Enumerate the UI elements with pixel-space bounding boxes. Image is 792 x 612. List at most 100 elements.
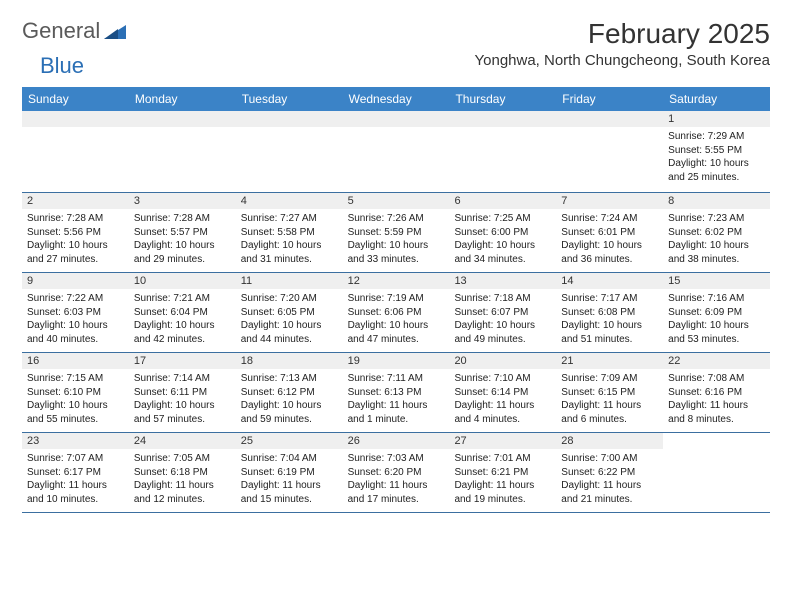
daylight-text: Daylight: 10 hours and 27 minutes.: [27, 239, 124, 266]
weekday-header: Wednesday: [343, 87, 450, 111]
sunrise-text: Sunrise: 7:26 AM: [348, 212, 445, 226]
sunset-text: Sunset: 6:05 PM: [241, 306, 338, 320]
daylight-text: Daylight: 10 hours and 59 minutes.: [241, 399, 338, 426]
calendar-grid: Sunday Monday Tuesday Wednesday Thursday…: [22, 87, 770, 513]
day-cell: 3Sunrise: 7:28 AMSunset: 5:57 PMDaylight…: [129, 193, 236, 272]
day-cell: 22Sunrise: 7:08 AMSunset: 6:16 PMDayligh…: [663, 353, 770, 432]
day-number: 19: [343, 353, 450, 369]
day-number: 11: [236, 273, 343, 289]
sunset-text: Sunset: 6:07 PM: [454, 306, 551, 320]
empty-cell: [129, 111, 236, 192]
sunrise-text: Sunrise: 7:20 AM: [241, 292, 338, 306]
sunrise-text: Sunrise: 7:11 AM: [348, 372, 445, 386]
brand-name-1: General: [22, 18, 100, 44]
day-cell: 2Sunrise: 7:28 AMSunset: 5:56 PMDaylight…: [22, 193, 129, 272]
day-number: 25: [236, 433, 343, 449]
daylight-text: Daylight: 10 hours and 57 minutes.: [134, 399, 231, 426]
empty-cell: [449, 111, 556, 192]
calendar-week: 2Sunrise: 7:28 AMSunset: 5:56 PMDaylight…: [22, 193, 770, 273]
day-number: 3: [129, 193, 236, 209]
sunrise-text: Sunrise: 7:04 AM: [241, 452, 338, 466]
sunset-text: Sunset: 6:11 PM: [134, 386, 231, 400]
day-number: 14: [556, 273, 663, 289]
sunset-text: Sunset: 6:17 PM: [27, 466, 124, 480]
sunrise-text: Sunrise: 7:27 AM: [241, 212, 338, 226]
daylight-text: Daylight: 11 hours and 19 minutes.: [454, 479, 551, 506]
day-number: 22: [663, 353, 770, 369]
stripe: [129, 111, 236, 127]
day-number: 18: [236, 353, 343, 369]
daylight-text: Daylight: 10 hours and 47 minutes.: [348, 319, 445, 346]
sunrise-text: Sunrise: 7:15 AM: [27, 372, 124, 386]
brand-logo: General: [22, 18, 128, 44]
day-cell: 25Sunrise: 7:04 AMSunset: 6:19 PMDayligh…: [236, 433, 343, 512]
sunset-text: Sunset: 6:06 PM: [348, 306, 445, 320]
title-block: February 2025 Yonghwa, North Chungcheong…: [475, 18, 771, 69]
daylight-text: Daylight: 11 hours and 15 minutes.: [241, 479, 338, 506]
sunrise-text: Sunrise: 7:23 AM: [668, 212, 765, 226]
day-cell: 18Sunrise: 7:13 AMSunset: 6:12 PMDayligh…: [236, 353, 343, 432]
day-cell: 21Sunrise: 7:09 AMSunset: 6:15 PMDayligh…: [556, 353, 663, 432]
sunset-text: Sunset: 5:56 PM: [27, 226, 124, 240]
sunset-text: Sunset: 6:00 PM: [454, 226, 551, 240]
daylight-text: Daylight: 10 hours and 53 minutes.: [668, 319, 765, 346]
sunset-text: Sunset: 5:55 PM: [668, 144, 765, 158]
daylight-text: Daylight: 10 hours and 55 minutes.: [27, 399, 124, 426]
calendar-week: 23Sunrise: 7:07 AMSunset: 6:17 PMDayligh…: [22, 433, 770, 513]
day-cell: 23Sunrise: 7:07 AMSunset: 6:17 PMDayligh…: [22, 433, 129, 512]
stripe: [236, 111, 343, 127]
day-cell: 4Sunrise: 7:27 AMSunset: 5:58 PMDaylight…: [236, 193, 343, 272]
sunrise-text: Sunrise: 7:22 AM: [27, 292, 124, 306]
sunset-text: Sunset: 6:09 PM: [668, 306, 765, 320]
daylight-text: Daylight: 11 hours and 6 minutes.: [561, 399, 658, 426]
day-cell: 15Sunrise: 7:16 AMSunset: 6:09 PMDayligh…: [663, 273, 770, 352]
day-cell: 1Sunrise: 7:29 AMSunset: 5:55 PMDaylight…: [663, 111, 770, 192]
daylight-text: Daylight: 11 hours and 10 minutes.: [27, 479, 124, 506]
sunrise-text: Sunrise: 7:03 AM: [348, 452, 445, 466]
weekday-header-row: Sunday Monday Tuesday Wednesday Thursday…: [22, 87, 770, 111]
day-number: 5: [343, 193, 450, 209]
sunset-text: Sunset: 6:04 PM: [134, 306, 231, 320]
day-cell: 17Sunrise: 7:14 AMSunset: 6:11 PMDayligh…: [129, 353, 236, 432]
stripe: [449, 111, 556, 127]
day-cell: 6Sunrise: 7:25 AMSunset: 6:00 PMDaylight…: [449, 193, 556, 272]
day-number: 23: [22, 433, 129, 449]
daylight-text: Daylight: 11 hours and 17 minutes.: [348, 479, 445, 506]
day-cell: 28Sunrise: 7:00 AMSunset: 6:22 PMDayligh…: [556, 433, 663, 512]
day-cell: 11 Sunrise: 7:20 AMSunset: 6:05 PMDayligh…: [236, 273, 343, 352]
sunset-text: Sunset: 6:02 PM: [668, 226, 765, 240]
day-number: 28: [556, 433, 663, 449]
daylight-text: Daylight: 10 hours and 44 minutes.: [241, 319, 338, 346]
day-number: 1: [663, 111, 770, 127]
day-number: 21: [556, 353, 663, 369]
sunrise-text: Sunrise: 7:08 AM: [668, 372, 765, 386]
day-number: 16: [22, 353, 129, 369]
day-number: 26: [343, 433, 450, 449]
weeks-container: 1Sunrise: 7:29 AMSunset: 5:55 PMDaylight…: [22, 111, 770, 513]
daylight-text: Daylight: 11 hours and 8 minutes.: [668, 399, 765, 426]
sunset-text: Sunset: 6:12 PM: [241, 386, 338, 400]
daylight-text: Daylight: 10 hours and 33 minutes.: [348, 239, 445, 266]
logo-triangle-icon: [104, 23, 126, 39]
sunrise-text: Sunrise: 7:18 AM: [454, 292, 551, 306]
daylight-text: Daylight: 10 hours and 25 minutes.: [668, 157, 765, 184]
month-title: February 2025: [475, 18, 771, 50]
sunset-text: Sunset: 6:22 PM: [561, 466, 658, 480]
day-cell: 24Sunrise: 7:05 AMSunset: 6:18 PMDayligh…: [129, 433, 236, 512]
day-number: 12: [343, 273, 450, 289]
empty-cell: [22, 111, 129, 192]
sunset-text: Sunset: 5:59 PM: [348, 226, 445, 240]
sunrise-text: Sunrise: 7:09 AM: [561, 372, 658, 386]
weekday-header: Thursday: [449, 87, 556, 111]
sunrise-text: Sunrise: 7:01 AM: [454, 452, 551, 466]
calendar-page: General February 2025 Yonghwa, North Chu…: [0, 0, 792, 523]
location-label: Yonghwa, North Chungcheong, South Korea: [475, 52, 771, 69]
day-number: 7: [556, 193, 663, 209]
sunset-text: Sunset: 6:10 PM: [27, 386, 124, 400]
sunset-text: Sunset: 5:58 PM: [241, 226, 338, 240]
day-cell: 5 Sunrise: 7:26 AMSunset: 5:59 PMDaylight…: [343, 193, 450, 272]
day-number: 10: [129, 273, 236, 289]
sunrise-text: Sunrise: 7:25 AM: [454, 212, 551, 226]
sunset-text: Sunset: 6:20 PM: [348, 466, 445, 480]
day-number: 13: [449, 273, 556, 289]
